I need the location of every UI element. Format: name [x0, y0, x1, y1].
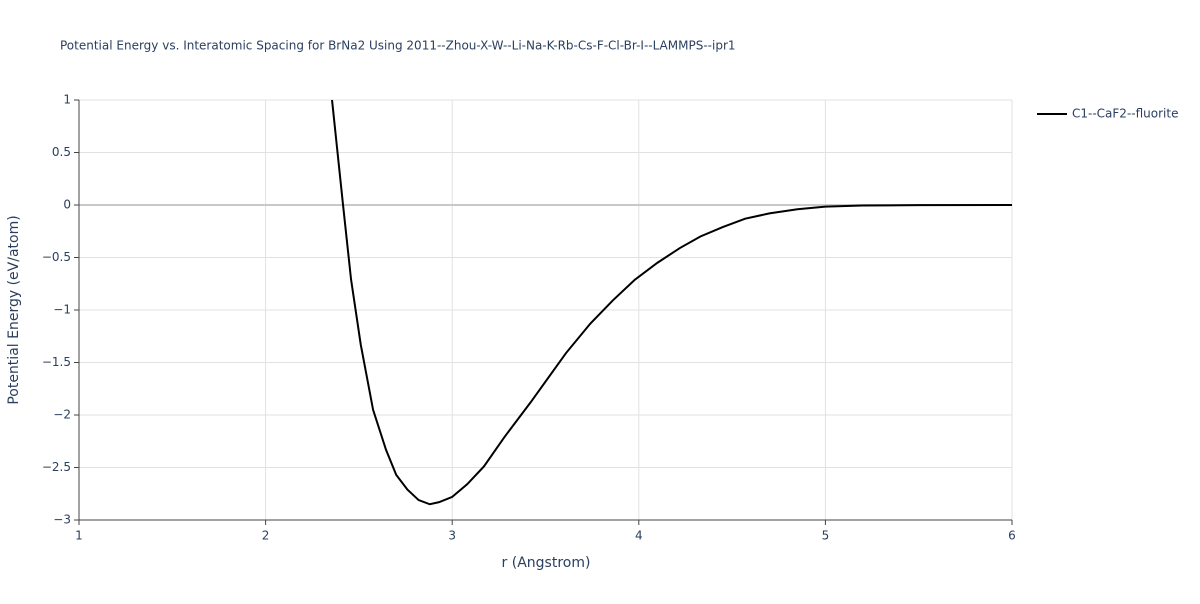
y-axis-label: Potential Energy (eV/atom): [6, 215, 22, 404]
x-tick-label: 5: [822, 529, 830, 543]
x-tick-label: 1: [75, 529, 83, 543]
x-tick-label: 3: [448, 529, 456, 543]
y-tick-label: −2.5: [42, 460, 71, 474]
y-tick-label: −3: [53, 513, 71, 527]
y-tick-label: 0: [63, 198, 71, 212]
y-tick-label: 0.5: [52, 145, 71, 159]
y-tick-label: 1: [63, 93, 71, 107]
y-tick-label: −1.5: [42, 355, 71, 369]
y-tick-label: −1: [53, 303, 71, 317]
x-tick-label: 6: [1008, 529, 1016, 543]
y-tick-label: −0.5: [42, 250, 71, 264]
series-line: [331, 99, 1013, 506]
x-tick-label: 4: [635, 529, 643, 543]
y-tick-label: −2: [53, 408, 71, 422]
chart-title: Potential Energy vs. Interatomic Spacing…: [60, 39, 736, 53]
legend-label: C1--CaF2--fluorite: [1072, 107, 1178, 121]
x-axis-label: r (Angstrom): [502, 555, 591, 571]
x-tick-label: 2: [262, 529, 270, 543]
